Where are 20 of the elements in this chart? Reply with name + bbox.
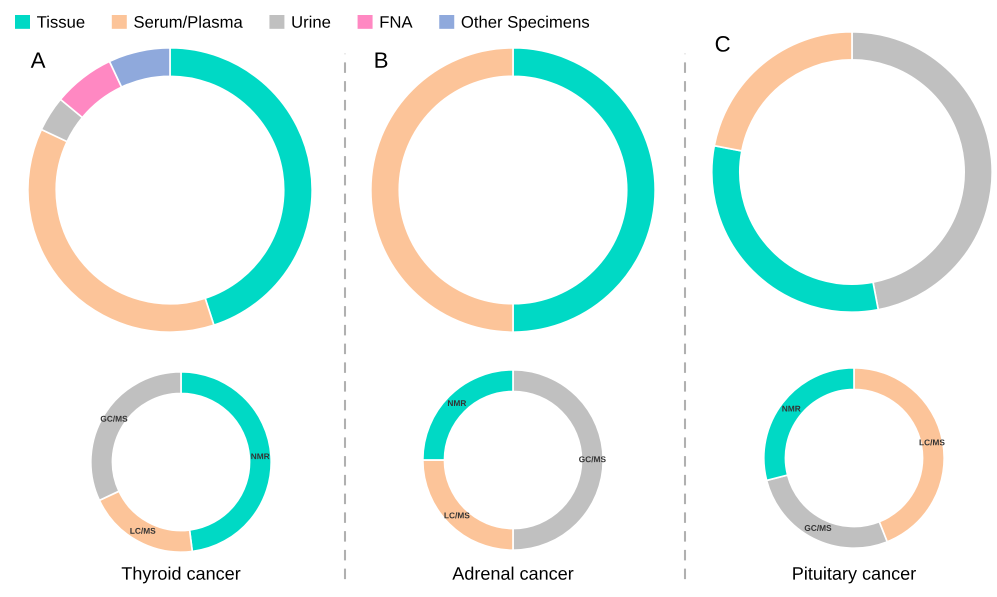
slice-label: LC/MS xyxy=(130,528,156,534)
slice-label: LC/MS xyxy=(444,512,470,518)
legend-label: Other Specimens xyxy=(462,16,590,32)
text: A xyxy=(30,52,46,68)
text: Thyroid cancer xyxy=(122,566,240,584)
legend-label: Urine xyxy=(292,16,330,28)
legend-label: FNA xyxy=(380,16,413,28)
slice-label: GC/MS xyxy=(804,524,832,532)
legend-label: Tissue xyxy=(37,16,84,28)
text: Adrenal cancer xyxy=(452,566,574,580)
slice-label: NMR xyxy=(782,406,801,412)
legend-label: Serum/Plasma xyxy=(134,16,243,28)
chart-title: C xyxy=(716,36,730,52)
slice-label: LC/MS xyxy=(920,439,945,446)
slice-label: GC/MS xyxy=(100,416,128,422)
slice-label: NMR xyxy=(251,453,270,460)
slice-label: GC/MS xyxy=(579,456,606,462)
chart-title: B xyxy=(376,52,388,68)
text: Pituitary cancer xyxy=(793,566,916,584)
slice-label: NMR xyxy=(448,400,466,406)
